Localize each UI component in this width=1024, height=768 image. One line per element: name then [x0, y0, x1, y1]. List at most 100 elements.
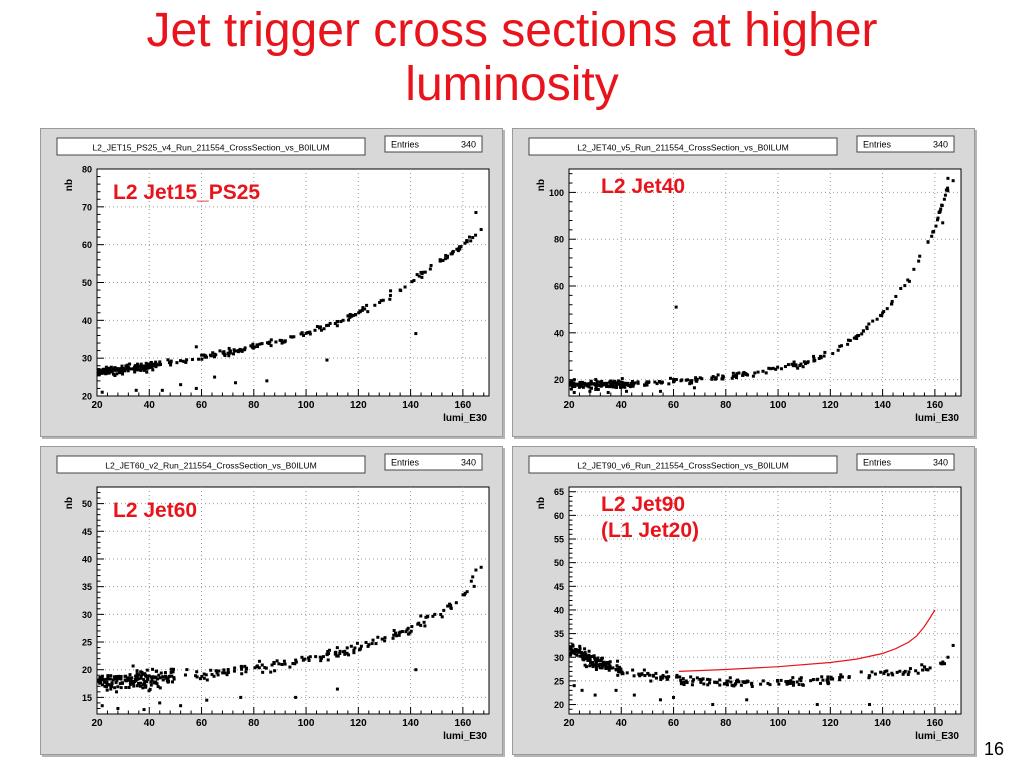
data-point: [611, 666, 615, 670]
data-point: [613, 379, 617, 383]
data-point: [587, 385, 591, 389]
y-axis-title: nb: [536, 179, 547, 191]
data-point: [626, 382, 630, 386]
data-point: [397, 633, 401, 637]
data-point: [179, 383, 183, 387]
data-point: [100, 674, 104, 678]
data-point: [679, 680, 683, 684]
data-point: [161, 675, 165, 679]
data-point: [333, 322, 337, 326]
data-point: [100, 368, 104, 372]
data-point: [741, 680, 745, 684]
data-point: [325, 324, 329, 328]
data-point: [883, 670, 887, 674]
data-point: [415, 273, 419, 277]
data-point: [890, 671, 894, 675]
data-point: [779, 678, 783, 682]
data-point: [891, 673, 895, 677]
data-point: [371, 638, 375, 642]
data-point: [823, 350, 827, 354]
data-point: [195, 670, 199, 674]
y-tick-label-1: 25: [554, 676, 564, 686]
y-axis-title: nb: [64, 179, 75, 191]
data-point: [269, 344, 273, 348]
data-point: [288, 665, 292, 669]
x-tick-label-7: 160: [927, 400, 944, 411]
data-point: [112, 367, 116, 371]
data-point: [651, 673, 655, 677]
data-point: [944, 188, 948, 192]
data-point: [214, 669, 218, 673]
data-point: [744, 680, 748, 684]
data-point: [108, 677, 112, 681]
data-point: [474, 211, 478, 215]
data-point: [882, 671, 886, 675]
data-point: [731, 371, 735, 375]
data-point: [303, 657, 307, 661]
data-point: [145, 674, 149, 678]
data-point: [619, 667, 623, 671]
data-point: [779, 367, 783, 371]
y-tick-label-1: 20: [82, 665, 92, 675]
data-point: [946, 655, 950, 659]
data-point: [645, 383, 649, 387]
data-point: [943, 662, 947, 666]
y-tick-label-3: 30: [82, 610, 92, 620]
data-point: [761, 679, 765, 683]
data-point: [620, 377, 624, 381]
data-point: [319, 659, 323, 663]
data-point: [119, 686, 123, 690]
data-point: [706, 683, 710, 687]
data-point: [200, 674, 204, 678]
data-point: [273, 669, 277, 673]
data-point: [706, 677, 710, 681]
data-point: [114, 677, 118, 681]
data-point: [682, 680, 686, 684]
data-point: [169, 359, 173, 363]
data-point: [583, 647, 587, 651]
data-point: [109, 687, 113, 691]
data-point: [268, 340, 272, 344]
data-point: [861, 329, 865, 333]
data-point: [403, 285, 407, 289]
stats-value: 340: [933, 140, 948, 150]
data-point: [365, 303, 369, 307]
data-point: [885, 669, 889, 673]
data-point: [143, 682, 147, 686]
data-point: [422, 620, 426, 624]
data-point: [467, 235, 471, 239]
data-point: [169, 670, 173, 674]
data-point: [118, 682, 122, 686]
data-point: [255, 343, 259, 347]
data-point: [128, 673, 132, 677]
data-point: [860, 332, 864, 336]
data-point: [465, 240, 469, 244]
data-points: [568, 176, 955, 394]
data-point: [593, 693, 597, 697]
data-point: [573, 647, 577, 651]
data-point: [764, 371, 768, 375]
data-point: [126, 369, 130, 373]
data-point: [629, 381, 633, 385]
data-point: [590, 662, 594, 666]
data-point: [106, 369, 110, 373]
data-point: [629, 384, 633, 388]
data-point: [575, 383, 579, 387]
data-point: [589, 386, 593, 390]
data-point: [672, 380, 676, 384]
data-point: [818, 681, 822, 685]
data-point: [598, 380, 602, 384]
histogram-title-box: [56, 137, 366, 156]
data-point: [839, 673, 843, 677]
data-point: [315, 324, 319, 328]
data-point: [168, 674, 172, 678]
data-point: [326, 658, 330, 662]
data-point: [121, 367, 125, 371]
x-tick-label-0: 20: [91, 718, 103, 729]
data-point: [450, 252, 454, 256]
data-point: [596, 663, 600, 667]
data-point: [113, 373, 117, 377]
data-point: [449, 603, 453, 607]
data-point: [951, 179, 955, 183]
data-point: [216, 673, 220, 677]
